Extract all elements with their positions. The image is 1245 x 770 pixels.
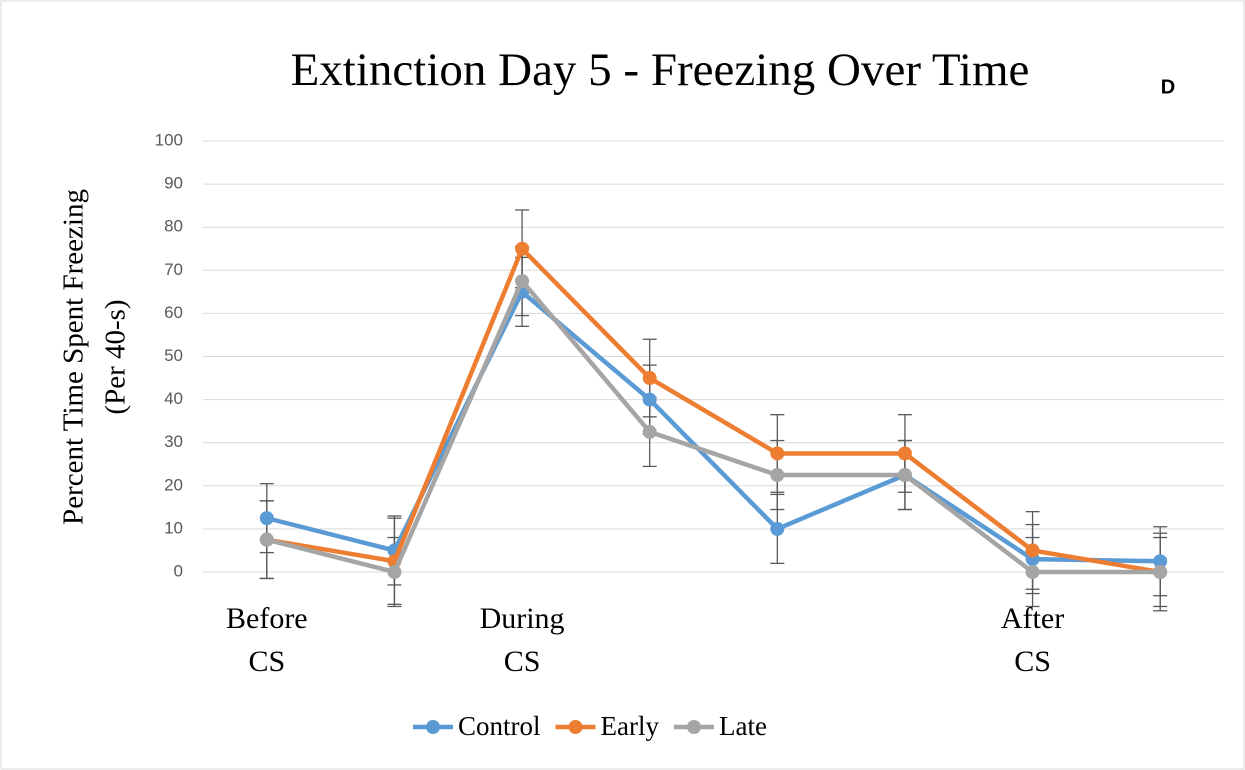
data-point bbox=[259, 511, 274, 526]
data-point bbox=[1153, 554, 1168, 569]
y-tick-label: 30 bbox=[164, 432, 183, 451]
data-point bbox=[1153, 565, 1168, 579]
y-tick-label: 10 bbox=[164, 518, 183, 537]
data-point bbox=[642, 371, 657, 386]
y-tick-label: 50 bbox=[164, 346, 183, 365]
y-tick-label: 80 bbox=[164, 217, 183, 236]
legend-marker bbox=[568, 720, 583, 734]
y-tick-label: 100 bbox=[155, 130, 183, 149]
data-point bbox=[387, 565, 402, 579]
y-tick-label: 0 bbox=[174, 561, 183, 580]
legend-label: Control bbox=[458, 711, 541, 741]
legend-label: Early bbox=[601, 711, 660, 741]
series-line bbox=[266, 278, 1161, 575]
y-axis-label: Percent Time Spent Freezing bbox=[58, 189, 90, 525]
legend-marker bbox=[687, 720, 701, 734]
y-tick-label: 20 bbox=[164, 475, 183, 494]
data-point bbox=[770, 446, 785, 461]
data-point bbox=[897, 446, 912, 461]
x-tick-label: During CS bbox=[479, 602, 565, 678]
data-point bbox=[259, 532, 274, 547]
data-point bbox=[515, 241, 530, 256]
y-axis-label: (Per 40-s) bbox=[100, 299, 132, 414]
data-point bbox=[770, 521, 785, 536]
chart-title: Extinction Day 5 - Freezing Over Time bbox=[291, 44, 1030, 96]
data-point bbox=[897, 468, 912, 483]
data-point bbox=[1025, 565, 1040, 579]
x-tick-label: Before CS bbox=[226, 602, 308, 678]
data-point bbox=[515, 274, 530, 289]
y-tick-label: 40 bbox=[164, 389, 183, 408]
legend-marker bbox=[426, 720, 440, 734]
y-tick-label: 70 bbox=[164, 260, 183, 279]
y-tick-label: 60 bbox=[164, 303, 183, 322]
legend-label: Late bbox=[719, 711, 767, 741]
panel-label: D bbox=[1161, 76, 1175, 98]
y-tick-label: 90 bbox=[164, 174, 183, 193]
data-point bbox=[770, 468, 785, 483]
x-tick-label: After CS bbox=[1000, 602, 1065, 678]
data-point bbox=[642, 392, 657, 407]
data-point bbox=[642, 424, 657, 439]
data-point bbox=[1025, 543, 1040, 558]
series-line bbox=[266, 246, 1161, 575]
